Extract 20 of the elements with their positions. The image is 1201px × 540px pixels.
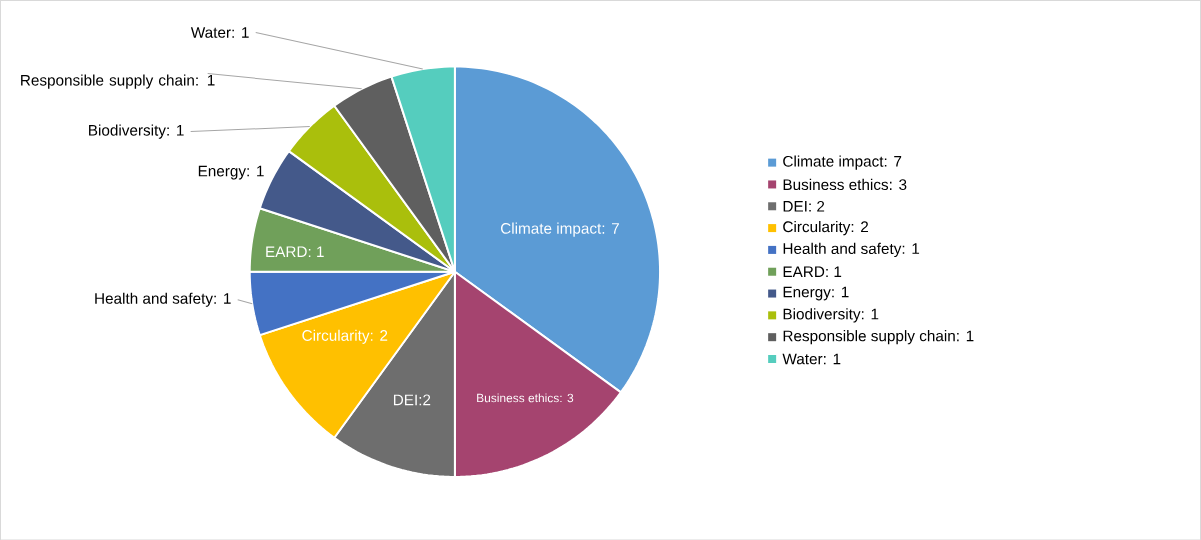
data-label: Responsible supply chain: 1 (21, 74, 215, 89)
data-label: Business ethics: 3 (477, 393, 574, 403)
data-label: Circularity: 2 (302, 329, 388, 344)
legend-label: Responsible supply chain: 1 (783, 329, 974, 345)
legend-label: Health and safety: 1 (783, 242, 920, 257)
data-label: DEI:2 (393, 394, 431, 405)
legend-label: Energy: 1 (783, 286, 849, 301)
legend-label: Climate impact: 7 (783, 155, 902, 170)
legend-label: Circularity: 2 (783, 220, 869, 235)
data-label: Water: 1 (190, 26, 249, 38)
legend-label: Business ethics: 3 (783, 178, 907, 190)
legend-label: Water: 1 (782, 353, 841, 365)
data-label: Climate impact: 7 (500, 222, 619, 237)
legend-label: EARD: 1 (783, 266, 842, 277)
data-label: Energy: 1 (198, 165, 264, 180)
legend-label: DEI: 2 (783, 200, 825, 212)
legend-label: Biodiversity: 1 (783, 308, 879, 323)
data-label: EARD: 1 (266, 246, 324, 257)
data-label: Health and safety: 1 (95, 292, 231, 307)
data-label: Biodiversity: 1 (89, 124, 184, 139)
